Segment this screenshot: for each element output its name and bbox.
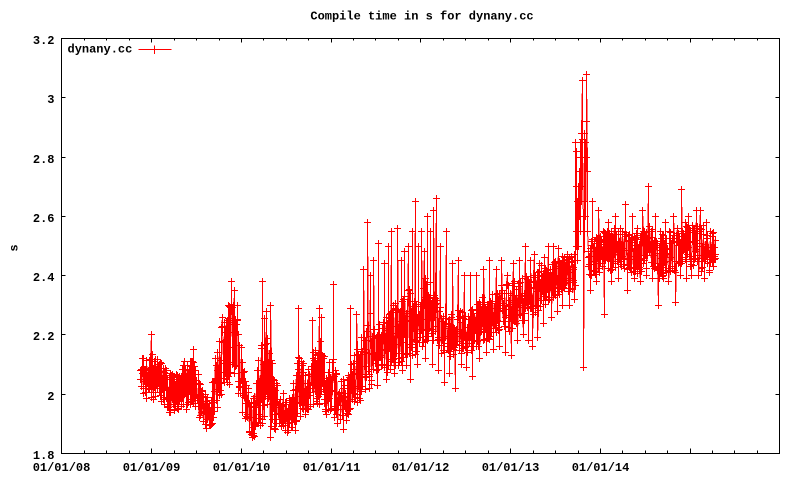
svg-text:Compile time in s for dynany.c: Compile time in s for dynany.cc	[310, 10, 533, 24]
svg-text:3: 3	[47, 93, 54, 107]
svg-text:01/01/11: 01/01/11	[303, 461, 361, 475]
svg-text:s: s	[8, 244, 22, 251]
svg-text:2.4: 2.4	[33, 271, 55, 285]
svg-text:2.8: 2.8	[33, 153, 55, 167]
svg-text:2.2: 2.2	[33, 330, 55, 344]
svg-text:01/01/12: 01/01/12	[392, 461, 450, 475]
svg-text:1.8: 1.8	[33, 449, 55, 463]
svg-text:2.6: 2.6	[33, 212, 55, 226]
svg-text:3.2: 3.2	[33, 34, 55, 48]
svg-text:01/01/09: 01/01/09	[123, 461, 181, 475]
svg-text:dynany.cc: dynany.cc	[68, 43, 133, 57]
svg-text:01/01/10: 01/01/10	[213, 461, 271, 475]
svg-text:2: 2	[47, 390, 54, 404]
svg-text:01/01/13: 01/01/13	[482, 461, 540, 475]
svg-text:01/01/14: 01/01/14	[572, 461, 630, 475]
svg-text:01/01/08: 01/01/08	[33, 461, 91, 475]
